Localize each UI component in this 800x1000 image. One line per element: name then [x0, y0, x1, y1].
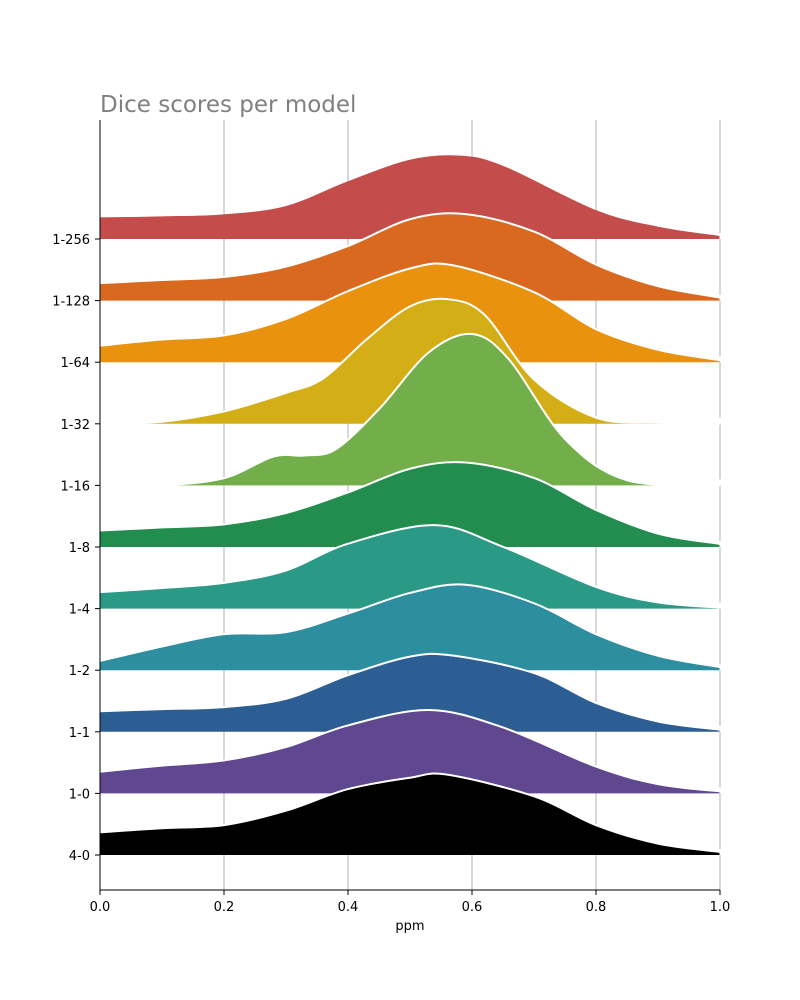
y-tick-label-1-4: 1-4	[69, 603, 90, 618]
ridge-outline-1-1	[99, 652, 721, 731]
y-tick-label-1-128: 1-128	[52, 295, 90, 310]
ridge-1-32	[99, 297, 721, 425]
ridges	[99, 155, 721, 855]
ridge-outline-1-8	[99, 461, 721, 545]
ridge-1-1	[99, 652, 721, 732]
ridge-fill-1-256	[100, 156, 720, 239]
x-axis: 0.0 0.2 0.4 0.6 0.8 1.0	[90, 889, 731, 915]
y-tick-label-4-0: 4-0	[69, 849, 90, 864]
x-tick-label-5: 1.0	[710, 900, 731, 915]
ridge-fill-1-0	[100, 709, 720, 794]
x-tick-label-2: 0.4	[338, 900, 359, 915]
ridge-1-2	[99, 583, 721, 671]
ridge-fill-1-4	[100, 525, 720, 609]
ridge-outline-1-16	[99, 332, 721, 487]
x-tick-label-3: 0.6	[462, 900, 483, 915]
y-tick-label-1-2: 1-2	[69, 664, 90, 679]
ridge-1-4	[99, 524, 721, 609]
ridge-fill-1-8	[100, 462, 720, 547]
x-axis-label: ppm	[395, 919, 424, 934]
y-tick-label-1-1: 1-1	[69, 726, 90, 741]
ridge-fill-1-2	[100, 584, 720, 671]
y-tick-label-1-32: 1-32	[60, 418, 90, 433]
ridge-1-16	[99, 332, 721, 487]
ridge-outline-1-0	[99, 708, 721, 793]
ridge-fill-4-0	[100, 773, 720, 855]
y-tick-label-1-16: 1-16	[60, 479, 90, 494]
ridge-1-8	[99, 461, 721, 547]
y-tick-label-1-0: 1-0	[69, 787, 90, 802]
ridge-1-128	[99, 212, 721, 301]
x-tick-label-4: 0.8	[586, 900, 607, 915]
chart-title: Dice scores per model	[100, 92, 356, 118]
ridge-fill-1-1	[100, 653, 720, 732]
ridge-outline-1-4	[99, 524, 721, 609]
y-tick-label-1-64: 1-64	[60, 356, 90, 371]
ridge-outline-4-0	[99, 772, 721, 853]
y-tick-label-1-8: 1-8	[69, 541, 90, 556]
ridge-outline-1-64	[99, 262, 721, 362]
ridge-outline-1-128	[99, 212, 721, 299]
ridge-outline-1-32	[99, 297, 721, 425]
ridge-4-0	[99, 772, 721, 855]
ridge-fill-1-32	[100, 298, 720, 424]
ridge-1-256	[99, 155, 721, 239]
ridge-fill-1-128	[100, 213, 720, 301]
x-tick-label-1: 0.2	[214, 900, 235, 915]
ridge-outline-1-2	[99, 583, 721, 669]
y-axis: 1-256 1-128 1-64 1-32 1-16 1-8 1-4 1-2 1-1 1-0 4-0	[52, 120, 101, 890]
ridge-fill-1-16	[100, 333, 720, 486]
x-tick-label-0: 0.0	[90, 900, 111, 915]
ridge-1-0	[99, 708, 721, 794]
y-tick-label-1-256: 1-256	[52, 233, 90, 248]
ridge-outline-1-256	[99, 155, 721, 238]
